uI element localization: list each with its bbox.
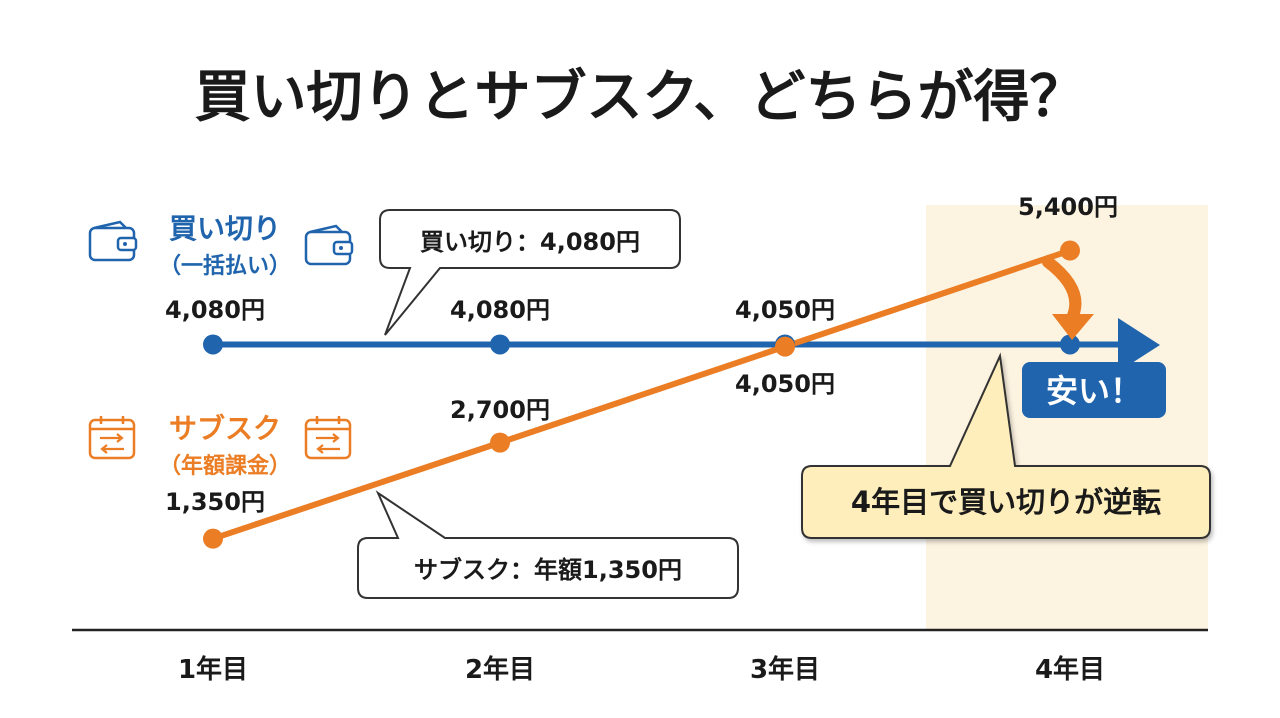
wallet-icon bbox=[88, 220, 138, 262]
data-labels: 4,080円 4,080円 4,050円 1,350円 2,700円 4,050円 5,40… bbox=[165, 193, 1118, 516]
legend-buyout-sub: （一括払い） bbox=[159, 254, 291, 279]
data-label-subscription-1: 1,350円 bbox=[165, 488, 265, 516]
legend-subscription-name: サブスク bbox=[169, 412, 281, 445]
series-points bbox=[203, 240, 1080, 549]
callout-reversal-text: 4年目で買い切りが逆転 bbox=[851, 485, 1161, 519]
curved-down-arrow-head bbox=[1052, 314, 1094, 340]
legend-buyout-name: 買い切り bbox=[169, 212, 281, 245]
data-point-buyout-2 bbox=[490, 334, 510, 355]
x-tick-label-3: 3年目 bbox=[750, 654, 820, 685]
series-lines bbox=[210, 247, 1128, 542]
data-point-subscription-2 bbox=[490, 432, 510, 453]
data-label-subscription-2: 2,700円 bbox=[450, 396, 550, 424]
legend-buyout: 買い切り （一括払い） bbox=[88, 212, 354, 279]
data-point-buyout-1 bbox=[203, 334, 223, 355]
legend-subscription-sub: （年額課金） bbox=[159, 453, 291, 479]
callout-reversal bbox=[801, 352, 1211, 539]
data-label-buyout-3: 4,050円 bbox=[735, 296, 835, 324]
chart-title: 買い切りとサブスク、どちらが得？ bbox=[195, 65, 1086, 130]
series-line-subscription bbox=[210, 247, 1073, 542]
cheaper-badge: 安い！ bbox=[1022, 362, 1166, 418]
data-label-buyout-1: 4,080円 bbox=[165, 296, 265, 324]
x-tick-label-4: 4年目 bbox=[1035, 654, 1105, 685]
calendar-icon bbox=[88, 414, 136, 460]
callout-subscription-text: サブスク：年額1,350円 bbox=[414, 556, 682, 584]
data-point-subscription-3 bbox=[775, 336, 795, 357]
x-tick-label-2: 2年目 bbox=[465, 654, 535, 685]
callout-buyout-text: 買い切り：4,080円 bbox=[420, 228, 640, 256]
wallet-icon bbox=[304, 224, 354, 266]
curved-down-arrow bbox=[1042, 256, 1082, 324]
x-tick-label-1: 1年目 bbox=[178, 654, 248, 685]
buyout-trend-arrow bbox=[1118, 318, 1160, 372]
x-axis-ticks: 1年目 2年目 3年目 4年目 bbox=[178, 654, 1105, 685]
callout-buyout: 買い切り：4,080円 bbox=[379, 209, 681, 336]
callout-subscription: サブスク：年額1,350円 bbox=[357, 490, 739, 599]
data-label-subscription-3: 4,050円 bbox=[735, 370, 835, 398]
data-point-subscription-1 bbox=[203, 528, 223, 549]
legend-subscription: サブスク （年額課金） bbox=[88, 412, 352, 479]
cheaper-badge-text: 安い！ bbox=[1046, 372, 1142, 410]
data-point-buyout-4 bbox=[1060, 334, 1080, 355]
data-label-buyout-2: 4,080円 bbox=[450, 296, 550, 324]
calendar-icon bbox=[304, 414, 352, 460]
data-label-subscription-4: 5,400円 bbox=[1018, 193, 1118, 221]
data-point-subscription-4 bbox=[1060, 240, 1080, 261]
